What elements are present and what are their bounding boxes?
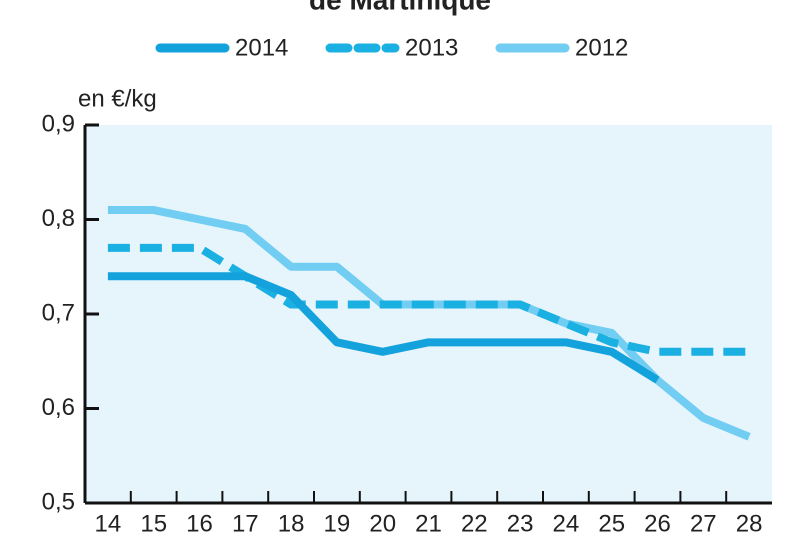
series-line — [107, 272, 660, 384]
x-tick-label: 16 — [186, 510, 213, 537]
y-tick-label: 0,8 — [42, 205, 75, 232]
y-axis-label: en €/kg — [78, 85, 157, 112]
x-tick-label: 15 — [140, 510, 167, 537]
series-line — [107, 243, 750, 356]
x-tick-label: 28 — [736, 510, 763, 537]
y-tick-label: 0,6 — [42, 394, 75, 421]
y-tick-label: 0,7 — [42, 299, 75, 326]
x-tick-label: 26 — [644, 510, 671, 537]
legend-label: 2012 — [575, 34, 628, 61]
x-tick-label: 23 — [507, 510, 534, 537]
y-tick-label: 0,9 — [42, 110, 75, 137]
x-tick-label: 20 — [369, 510, 396, 537]
x-tick-label: 18 — [278, 510, 305, 537]
x-tick-label: 25 — [598, 510, 625, 537]
x-tick-label: 14 — [95, 510, 122, 537]
x-tick-label: 24 — [553, 510, 580, 537]
legend-label: 2014 — [235, 34, 288, 61]
legend-label: 2013 — [405, 34, 458, 61]
y-tick-label: 0,5 — [42, 488, 75, 515]
x-tick-label: 21 — [415, 510, 442, 537]
plot-area — [85, 125, 772, 503]
x-tick-label: 19 — [324, 510, 351, 537]
x-tick-label: 27 — [690, 510, 717, 537]
chart-title: de Martinique — [309, 0, 491, 15]
x-tick-label: 22 — [461, 510, 488, 537]
x-tick-label: 17 — [232, 510, 259, 537]
